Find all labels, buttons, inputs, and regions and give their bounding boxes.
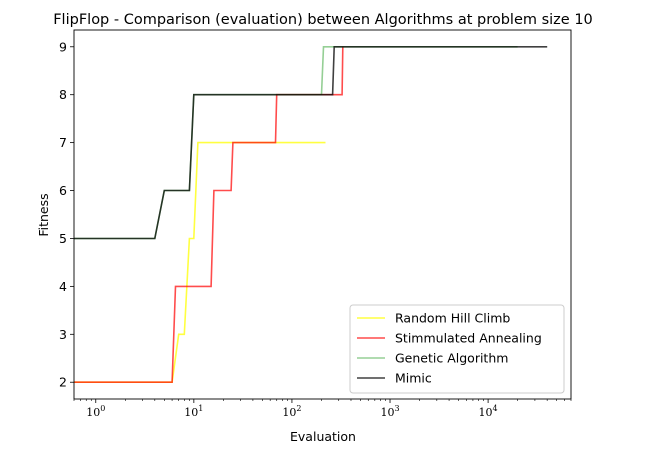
series-line-1 [74, 46, 344, 384]
y-tick-label: 4 [59, 279, 67, 294]
legend-label-2: Genetic Algorithm [395, 351, 508, 366]
y-tick-label: 3 [59, 327, 67, 342]
y-tick-label: 8 [59, 87, 67, 102]
y-tick-label: 2 [59, 375, 67, 390]
y-axis-label: Fitness [36, 193, 51, 236]
x-tick-label: 101 [184, 404, 203, 419]
x-tick-label: 102 [282, 404, 301, 419]
x-tick-label: 103 [380, 404, 399, 419]
legend-box [349, 304, 565, 394]
y-ticks: 2 3 4 5 6 7 8 9 [59, 39, 74, 390]
legend-label-0: Random Hill Climb [395, 311, 510, 326]
legend: Random Hill Climb Stimmulated Annealing Ge… [349, 304, 565, 394]
y-tick-label: 9 [59, 39, 67, 54]
x-axis-label: Evaluation [290, 429, 356, 444]
chart-title: FlipFlop - Comparison (evaluation) betwe… [53, 12, 593, 28]
x-tick-label: 104 [479, 404, 498, 419]
series-layer [74, 45, 548, 384]
legend-label-3: Mimic [395, 371, 432, 386]
legend-label-1: Stimmulated Annealing [395, 331, 542, 346]
y-tick-label: 6 [59, 183, 67, 198]
x-tick-label: 100 [86, 404, 105, 419]
y-tick-label: 5 [59, 231, 67, 246]
series-line-0 [74, 141, 326, 384]
x-ticks: 100 101 102 103 104 [73, 399, 572, 419]
y-tick-label: 7 [59, 135, 67, 150]
series-line-3 [74, 45, 548, 240]
plot-frame [73, 29, 572, 400]
